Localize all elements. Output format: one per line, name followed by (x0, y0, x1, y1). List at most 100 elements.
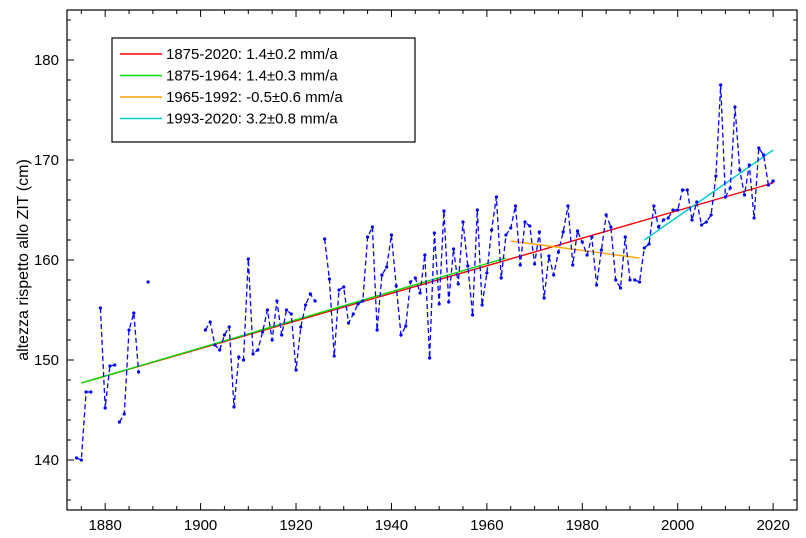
fit-line-4 (643, 149, 774, 241)
data-point (661, 218, 666, 222)
data-point (284, 308, 289, 312)
data-point (113, 363, 117, 367)
data-point (738, 168, 742, 172)
data-point (237, 355, 241, 359)
data-point (762, 153, 766, 157)
data-point (556, 250, 561, 254)
y-axis-label-group: altezza rispetto allo ZIT (cm) (15, 159, 32, 361)
data-point (771, 179, 775, 183)
data-point (98, 306, 102, 310)
plot-area (74, 83, 775, 462)
data-point (676, 208, 680, 212)
data-point (208, 320, 212, 324)
data-point (566, 204, 570, 208)
data-point (89, 390, 93, 394)
data-point (723, 195, 728, 199)
data-point (671, 208, 675, 212)
data-point (342, 285, 346, 289)
data-point (704, 220, 708, 224)
data-point (380, 273, 384, 277)
data-point (447, 300, 451, 304)
legend-label-4: 1993-2020: 3.2±0.8 mm/a (166, 111, 338, 128)
data-point (757, 146, 761, 150)
data-point (428, 356, 432, 360)
data-point (222, 333, 227, 337)
data-point (637, 280, 642, 284)
data-point (456, 282, 460, 286)
data-point (227, 325, 231, 329)
data-point (146, 280, 150, 284)
data-point (117, 420, 122, 424)
data-point (365, 235, 370, 239)
data-point (289, 312, 293, 316)
data-point (394, 284, 398, 288)
data-point (523, 220, 527, 224)
data-point (451, 247, 456, 251)
data-point (633, 278, 637, 282)
data-point (261, 330, 265, 334)
x-tick-label: 1940 (375, 517, 408, 534)
legend-label-2: 1875-1964: 1.4±0.3 mm/a (166, 68, 338, 85)
data-point (385, 265, 389, 269)
data-point (499, 276, 503, 280)
data-point (337, 288, 341, 292)
x-tick-label: 1920 (279, 517, 312, 534)
data-point (270, 338, 274, 342)
data-point (595, 283, 599, 287)
data-point (432, 231, 436, 235)
observed-line-segment-2 (99, 307, 115, 409)
data-point (246, 257, 250, 261)
data-point (423, 253, 427, 257)
data-point (375, 328, 379, 332)
data-point (571, 263, 575, 267)
data-point (127, 328, 131, 332)
y-tick-label: 160 (34, 252, 59, 269)
data-point (652, 204, 656, 208)
data-point (680, 188, 685, 192)
data-point (346, 321, 351, 325)
data-point (361, 299, 365, 303)
data-point (599, 248, 603, 252)
data-point (356, 302, 360, 306)
data-point (709, 213, 713, 217)
legend: 1875-2020: 1.4±0.2 mm/a 1875-1964: 1.4±0.… (111, 37, 416, 143)
y-tick-label: 180 (34, 52, 59, 69)
data-point (74, 456, 79, 460)
data-point (442, 209, 446, 213)
data-point (547, 254, 551, 258)
data-point (695, 200, 699, 204)
legend-label-1: 1875-2020: 1.4±0.2 mm/a (166, 46, 338, 63)
data-point (623, 235, 627, 239)
axes: 1880 1900 1920 1940 1960 1980 2000 2020 140 150 16… (34, 9, 798, 534)
data-point (399, 333, 403, 337)
fit-line-2 (81, 257, 507, 384)
x-tick-label: 1960 (470, 517, 503, 534)
data-point (136, 370, 141, 374)
data-point (408, 280, 413, 284)
data-point (609, 225, 613, 229)
legend-label-3: 1965-1992: -0.5±0.6 mm/a (166, 89, 343, 106)
data-point (437, 302, 441, 306)
y-tick-label: 170 (34, 152, 59, 169)
data-point (742, 193, 747, 197)
data-point (404, 324, 408, 328)
data-point (84, 390, 88, 394)
data-point (256, 348, 260, 352)
data-point (466, 264, 470, 268)
data-point (490, 228, 494, 232)
data-point (532, 262, 537, 266)
data-point (480, 303, 484, 307)
data-point (509, 226, 513, 230)
data-point (213, 343, 217, 347)
x-tick-label: 2000 (661, 517, 694, 534)
data-point (513, 204, 518, 208)
data-point (103, 406, 107, 410)
data-point (218, 348, 222, 352)
data-point (590, 235, 594, 239)
data-point (528, 224, 532, 228)
data-point (280, 333, 284, 337)
data-point (132, 311, 136, 315)
data-point (719, 83, 723, 87)
data-point (418, 291, 422, 295)
